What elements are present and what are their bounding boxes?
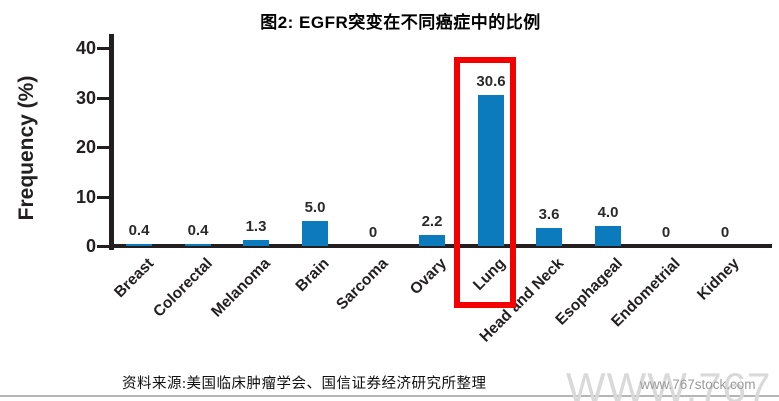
x-axis-line (109, 244, 772, 248)
bar-breast (126, 244, 152, 246)
x-category-label-kidney: Kidney (694, 255, 744, 304)
bar-colorectal (185, 244, 211, 246)
x-category-label-brain: Brain (292, 255, 334, 296)
value-label-sarcoma: 0 (368, 224, 378, 241)
bar-head-and-neck (536, 228, 562, 246)
y-tick-mark-30 (97, 96, 109, 100)
y-tick-mark-40 (97, 47, 109, 50)
x-category-label-ovary: Ovary (406, 255, 451, 299)
value-label-brain: 5.0 (304, 199, 326, 217)
x-category-label-breast: Breast (110, 255, 158, 302)
value-label-breast: 0.4 (128, 222, 150, 240)
chart-title: 图2: EGFR突变在不同癌症中的比例 (260, 13, 541, 32)
x-category-label-melanoma: Melanoma (208, 255, 275, 321)
value-label-kidney: 0 (720, 224, 730, 241)
value-label-lung: 30.6 (476, 72, 506, 90)
x-category-label-colorectal: Colorectal (150, 255, 217, 321)
bottom-divider-line (0, 395, 779, 397)
bar-brain (302, 221, 328, 246)
bar-lung (478, 94, 504, 246)
value-label-head-and-neck: 3.6 (538, 206, 560, 224)
value-label-ovary: 2.2 (421, 213, 443, 231)
bar-esophageal (595, 226, 621, 246)
y-axis-line (109, 34, 114, 250)
y-tick-mark-10 (97, 195, 109, 199)
watermark-large-text: WWW.767 (566, 364, 772, 401)
y-tick-mark-0 (97, 245, 109, 248)
y-tick-label-10: 10 (75, 186, 96, 207)
x-category-label-sarcoma: Sarcoma (332, 255, 392, 314)
highlight-box-lung (454, 57, 516, 308)
value-label-melanoma: 1.3 (245, 217, 267, 235)
y-axis-label: Frequency (%) (15, 75, 38, 221)
y-tick-label-40: 40 (75, 38, 96, 58)
y-tick-label-0: 0 (85, 236, 96, 256)
source-note: 资料来源:美国临床肿瘤学会、国信证券经济研究所整理 (122, 376, 487, 392)
y-tick-label-30: 30 (75, 87, 96, 108)
value-label-esophageal: 4.0 (597, 204, 619, 222)
watermark-small-text: www.767stock.com (640, 377, 756, 392)
bar-ovary (419, 235, 445, 246)
bar-melanoma (243, 239, 269, 246)
y-tick-mark-20 (97, 146, 109, 149)
y-tick-label-20: 20 (75, 137, 96, 157)
value-label-colorectal: 0.4 (187, 222, 209, 240)
value-label-endometrial: 0 (661, 224, 671, 241)
